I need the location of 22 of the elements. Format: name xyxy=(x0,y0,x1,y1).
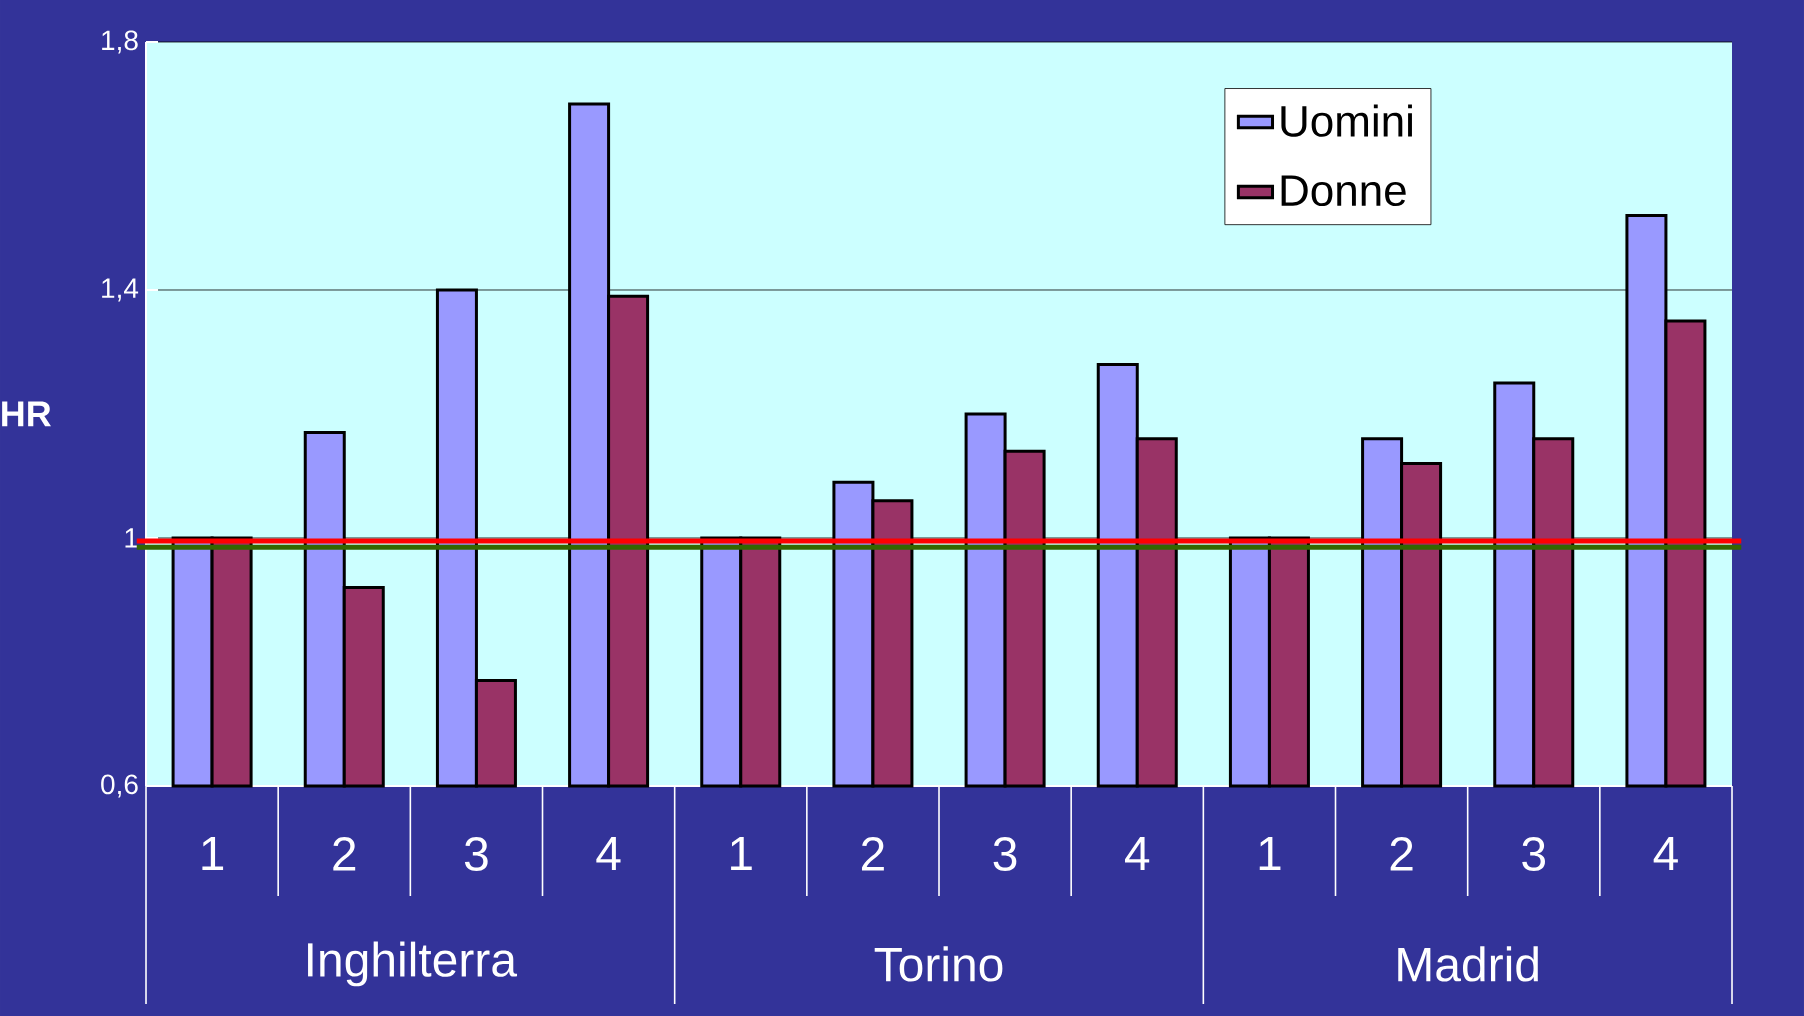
x-tick-label: 2 xyxy=(333,837,356,871)
x-tick-label: 1 xyxy=(731,837,752,871)
x-tick-label: 3 xyxy=(993,837,1017,872)
x-tick-label: 3 xyxy=(1522,837,1545,872)
y-tick-label: 0,6 xyxy=(101,774,138,798)
text: Madrid xyxy=(1398,946,1538,982)
x-tick-label: 2 xyxy=(861,837,884,871)
x-tick-label: 4 xyxy=(1125,837,1150,871)
x-tick-label: 3 xyxy=(464,837,488,872)
legend-label: Donne xyxy=(1281,175,1406,207)
text: Torino xyxy=(874,946,1003,982)
legend-label: Uomini xyxy=(1281,104,1412,137)
x-tick-label: 2 xyxy=(1390,837,1413,871)
text: Inghilterra xyxy=(308,941,518,987)
y-axis-title: HR xyxy=(2,401,51,427)
y-tick-label: 1,8 xyxy=(102,30,138,54)
y-tick-label: 1,4 xyxy=(102,278,139,302)
x-tick-label: 1 xyxy=(202,837,224,871)
y-tick-label: 1 xyxy=(125,528,138,548)
x-tick-label: 4 xyxy=(1653,837,1678,871)
x-tick-label: 4 xyxy=(596,837,621,871)
x-tick-label: 1 xyxy=(1259,837,1281,871)
